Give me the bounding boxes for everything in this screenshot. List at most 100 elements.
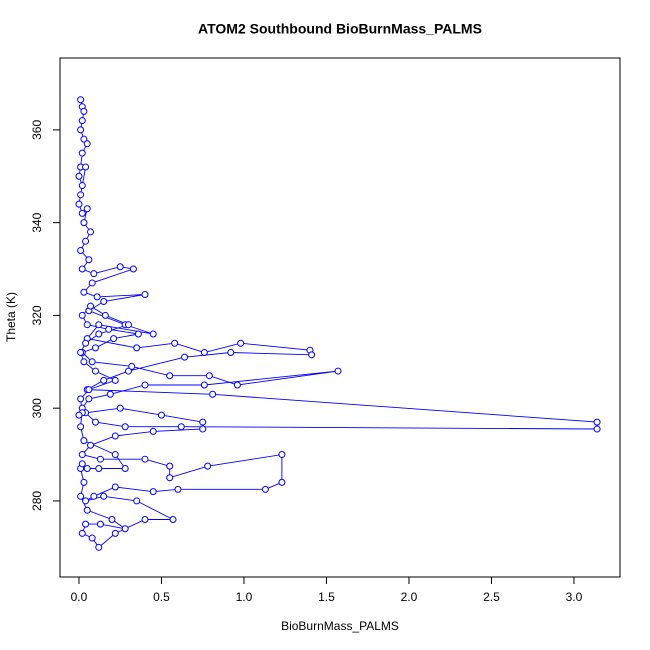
data-point bbox=[593, 418, 601, 426]
data-point bbox=[96, 520, 104, 528]
data-point bbox=[133, 497, 141, 505]
data-point bbox=[82, 497, 90, 505]
y-tick-label: 320 bbox=[30, 305, 44, 325]
y-tick-label: 360 bbox=[30, 120, 44, 140]
data-point bbox=[77, 423, 85, 431]
data-point bbox=[111, 483, 119, 491]
data-point bbox=[95, 464, 103, 472]
data-point bbox=[75, 411, 83, 419]
plot-frame bbox=[59, 57, 621, 578]
x-tick-label: 0.5 bbox=[153, 590, 170, 604]
data-point bbox=[157, 411, 165, 419]
data-point bbox=[77, 492, 85, 500]
data-point bbox=[91, 344, 99, 352]
data-point bbox=[78, 460, 86, 468]
data-point bbox=[593, 425, 601, 433]
data-point bbox=[200, 349, 208, 357]
data-point bbox=[93, 293, 101, 301]
x-tick-label: 0.0 bbox=[71, 590, 88, 604]
chart-title: ATOM2 Southbound BioBurnMass_PALMS bbox=[198, 21, 482, 37]
data-point bbox=[75, 172, 83, 180]
data-point bbox=[149, 427, 157, 435]
data-point bbox=[87, 302, 95, 310]
data-point bbox=[111, 432, 119, 440]
data-point bbox=[82, 163, 90, 171]
data-point bbox=[85, 386, 93, 394]
data-point bbox=[108, 515, 116, 523]
data-point bbox=[261, 485, 269, 493]
data-point bbox=[77, 96, 85, 104]
data-point bbox=[95, 321, 103, 329]
x-axis-label: BioBurnMass_PALMS bbox=[281, 619, 399, 633]
data-point bbox=[233, 381, 241, 389]
data-point bbox=[80, 135, 88, 143]
data-point bbox=[88, 279, 96, 287]
data-point bbox=[116, 263, 124, 271]
data-point bbox=[80, 288, 88, 296]
data-point bbox=[141, 515, 149, 523]
data-point bbox=[77, 349, 85, 357]
data-point bbox=[278, 451, 286, 459]
data-point bbox=[149, 488, 157, 496]
data-point bbox=[199, 418, 207, 426]
data-point bbox=[90, 492, 98, 500]
data-point bbox=[106, 390, 114, 398]
data-point bbox=[77, 191, 85, 199]
data-point bbox=[95, 330, 103, 338]
data-point bbox=[110, 335, 118, 343]
data-point bbox=[80, 219, 88, 227]
data-point bbox=[209, 390, 217, 398]
data-point bbox=[78, 529, 86, 537]
data-point bbox=[199, 425, 207, 433]
data-point bbox=[83, 321, 91, 329]
x-tick-label: 3.0 bbox=[566, 590, 583, 604]
data-point bbox=[124, 321, 132, 329]
data-point bbox=[82, 237, 90, 245]
data-point bbox=[85, 256, 93, 264]
data-point bbox=[96, 455, 104, 463]
data-point bbox=[227, 349, 235, 357]
data-point bbox=[111, 376, 119, 384]
data-point bbox=[149, 330, 157, 338]
data-point bbox=[80, 107, 88, 115]
data-point bbox=[121, 423, 129, 431]
data-point bbox=[169, 515, 177, 523]
data-point bbox=[101, 311, 109, 319]
data-point bbox=[111, 451, 119, 459]
data-point bbox=[91, 367, 99, 375]
data-point bbox=[174, 485, 182, 493]
data-point bbox=[278, 478, 286, 486]
data-point bbox=[141, 291, 149, 299]
x-tick-label: 2.5 bbox=[483, 590, 500, 604]
data-point bbox=[80, 358, 88, 366]
data-point bbox=[308, 351, 316, 359]
data-point bbox=[334, 367, 342, 375]
data-point bbox=[141, 455, 149, 463]
x-tick-label: 2.0 bbox=[401, 590, 418, 604]
data-point bbox=[181, 353, 189, 361]
data-point bbox=[166, 474, 174, 482]
data-point bbox=[134, 330, 142, 338]
data-point bbox=[121, 525, 129, 533]
data-point bbox=[124, 367, 132, 375]
data-point bbox=[91, 418, 99, 426]
data-point bbox=[177, 423, 185, 431]
data-point bbox=[83, 140, 91, 148]
data-point bbox=[200, 381, 208, 389]
data-point bbox=[111, 529, 119, 537]
data-point bbox=[88, 358, 96, 366]
data-point bbox=[129, 265, 137, 273]
data-point bbox=[121, 464, 129, 472]
data-point bbox=[105, 325, 113, 333]
data-point bbox=[237, 339, 245, 347]
data-point bbox=[78, 209, 86, 217]
data-point bbox=[82, 339, 90, 347]
data-point bbox=[83, 205, 91, 213]
data-point bbox=[78, 182, 86, 190]
data-point bbox=[100, 492, 108, 500]
data-point bbox=[78, 311, 86, 319]
data-point bbox=[77, 126, 85, 134]
data-point bbox=[88, 534, 96, 542]
data-point bbox=[83, 506, 91, 514]
